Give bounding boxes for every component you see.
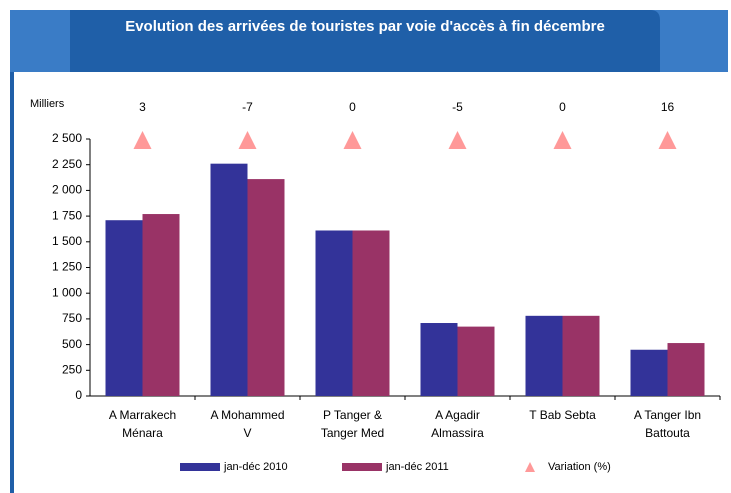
variation-marker	[553, 131, 572, 149]
variation-label: 0	[349, 100, 356, 114]
bar	[352, 230, 390, 396]
x-tick-label: A Tanger Ibn	[634, 408, 701, 422]
y-tick-label: 1 000	[52, 285, 82, 299]
y-tick-label: 1 500	[52, 234, 82, 248]
legend-swatch	[180, 463, 220, 471]
bar	[420, 323, 458, 396]
variation-marker	[658, 131, 677, 149]
x-tick-label: T Bab Sebta	[529, 408, 596, 422]
y-tick-label: 500	[62, 337, 82, 351]
chart-title: Evolution des arrivées de touristes par …	[125, 18, 605, 35]
bar	[667, 343, 705, 396]
bar	[105, 220, 143, 396]
x-tick-label: A Marrakech	[109, 408, 176, 422]
y-tick-label: 0	[75, 388, 82, 402]
left-border	[10, 72, 14, 493]
variation-marker	[343, 131, 362, 149]
x-tick-label: P Tanger &	[323, 408, 382, 422]
bar	[630, 349, 668, 396]
variation-label: 3	[139, 100, 146, 114]
variation-marker	[448, 131, 467, 149]
x-tick-label: A Agadir	[435, 408, 480, 422]
x-tick-label: Battouta	[645, 426, 690, 440]
y-tick-label: 250	[62, 362, 82, 376]
legend-label: jan-déc 2011	[385, 461, 449, 473]
variation-label: -7	[242, 100, 253, 114]
legend-label: Variation (%)	[548, 461, 611, 473]
y-tick-label: 1 250	[52, 260, 82, 274]
header-tab	[70, 10, 660, 72]
y-tick-label: 2 000	[52, 183, 82, 197]
bar	[315, 230, 353, 396]
legend-label: jan-déc 2010	[223, 461, 288, 473]
bar	[210, 163, 248, 396]
bar	[525, 315, 563, 396]
y-tick-label: 750	[62, 311, 82, 325]
x-tick-label: Ménara	[122, 426, 163, 440]
x-tick-label: Almassira	[431, 426, 484, 440]
variation-label: -5	[452, 100, 463, 114]
variation-label: 16	[661, 100, 675, 114]
x-tick-label: V	[243, 426, 251, 440]
variation-marker	[133, 131, 152, 149]
y-tick-label: 2 500	[52, 131, 82, 145]
x-tick-label: A Mohammed	[210, 408, 284, 422]
bar	[247, 179, 285, 396]
y-axis-label: Milliers	[30, 98, 65, 110]
bar	[142, 214, 180, 396]
bar	[457, 326, 495, 396]
x-tick-label: Tanger Med	[321, 426, 384, 440]
legend-swatch	[342, 463, 382, 471]
variation-marker	[238, 131, 257, 149]
y-tick-label: 2 250	[52, 157, 82, 171]
variation-label: 0	[559, 100, 566, 114]
y-tick-label: 1 750	[52, 208, 82, 222]
bar	[562, 315, 600, 396]
legend-marker	[525, 462, 535, 472]
